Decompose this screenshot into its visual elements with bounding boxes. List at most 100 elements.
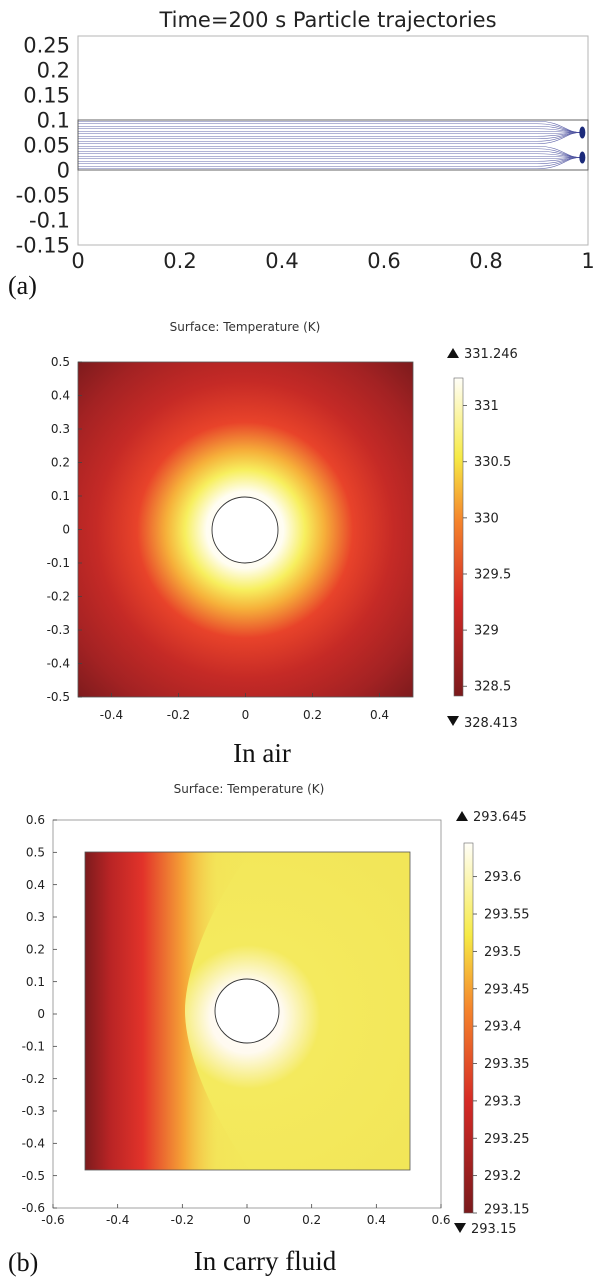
x-tick-label: 0.4 [367,1213,386,1227]
caption-fluid: In carry fluid [194,1246,337,1276]
y-tick-label: 0 [37,1007,45,1021]
y-tick-label: 0.4 [51,389,70,403]
y-tick-label: -0.1 [47,556,70,570]
max-arrow-icon [456,811,468,821]
colorbar: 331.246 331 330.5 330 329.5 329 328.5 328.413 [447,347,518,731]
y-tick-label: 0.4 [26,878,45,892]
y-tick-label: 0.1 [26,975,45,989]
x-tick-label: 0 [243,1213,251,1227]
y-tick-label: -0.6 [22,1201,45,1215]
y-tick-label: 0.3 [26,910,45,924]
colorbar-tick-label: 330 [474,511,499,526]
x-tick-label: 0.2 [303,708,322,722]
x-tick-label: -0.6 [41,1213,64,1227]
colorbar-ticks: 331 330.5 330 329.5 329 328.5 [463,399,511,695]
y-tick-label: 0 [62,523,70,537]
y-tick-label: 0.5 [51,355,70,369]
chart-title: Surface: Temperature (K) [174,782,325,796]
min-arrow-icon [447,716,459,726]
x-tick-label: 0.4 [265,249,298,273]
domain-outline [84,851,411,1171]
y-tick-label: -0.2 [22,1072,45,1086]
colorbar-tick-label: 293.35 [484,1057,530,1072]
colorbar-tick-label: 329.5 [474,567,511,582]
x-tick-label: 0.8 [469,249,502,273]
colorbar-tick-label: 293.15 [484,1203,530,1218]
x-axis: 0 0.2 0.4 0.6 0.8 1 [71,249,594,273]
colorbar-tick-label: 293.2 [484,1169,521,1184]
y-tick-label: 0.05 [23,133,70,157]
particle-cluster [579,126,586,139]
y-tick-label: -0.3 [47,623,70,637]
colorbar-tick-label: 293.55 [484,908,530,923]
colorbar-strip [453,377,464,697]
colorbar-tick-label: 331 [474,399,499,414]
x-tick-label: -0.4 [100,708,123,722]
colorbar-min-label: 293.15 [471,1222,517,1237]
colorbar-tick-label: 293.5 [484,945,521,960]
colorbar-tick-label: 293.3 [484,1094,521,1109]
particle-targets [579,126,586,164]
chart-title: Surface: Temperature (K) [170,320,321,334]
colorbar-tick-label: 330.5 [474,455,511,470]
x-axis: -0.4 -0.2 0 0.2 0.4 [100,693,389,722]
y-tick-label: 0.2 [37,58,70,82]
y-tick-label: 0.3 [51,422,70,436]
x-tick-label: 1 [581,249,594,273]
colorbar-tick-label: 293.25 [484,1132,530,1147]
y-tick-label: -0.4 [22,1137,45,1151]
colorbar-strip [463,842,474,1214]
chart-title: Time=200 s Particle trajectories [158,8,496,32]
y-tick-label: 0.2 [26,943,45,957]
heat-source-circle [214,978,280,1044]
x-tick-label: -0.2 [171,1213,194,1227]
y-tick-label: -0.3 [22,1104,45,1118]
y-tick-label: -0.15 [16,233,70,257]
colorbar-tick-label: 329 [474,624,499,639]
x-axis: -0.6 -0.4 -0.2 0 0.2 0.4 0.6 [41,1204,451,1227]
y-tick-label: 0.5 [26,846,45,860]
y-tick-label: -0.4 [47,657,70,671]
y-tick-label: -0.5 [22,1169,45,1183]
min-arrow-icon [454,1223,466,1233]
colorbar-min-label: 328.413 [464,716,518,731]
y-tick-label: -0.1 [29,208,70,232]
colorbar-tick-label: 293.4 [484,1020,521,1035]
temperature-air-chart: Surface: Temperature (K) 0.5 0.4 0.3 0.2 0.1… [47,320,518,768]
x-tick-label: -0.4 [106,1213,129,1227]
y-tick-label: -0.1 [22,1040,45,1054]
colorbar-tick-label: 293.45 [484,982,530,997]
colorbar-max-label: 331.246 [464,347,518,362]
y-axis: 0.250.20.150.10.050-0.05-0.1-0.15 [16,33,70,257]
plot-frame [77,35,589,246]
x-tick-label: 0.6 [367,249,400,273]
x-tick-label: 0.4 [370,708,389,722]
trajectory-lines [78,120,581,170]
y-tick-label: 0.15 [23,83,70,107]
y-tick-label: 0.2 [51,456,70,470]
y-tick-label: -0.5 [47,690,70,704]
caption-air: In air [233,738,291,768]
colorbar: 293.645 293.6 293.55 293.5 293.45 293.4 293.3… [454,810,530,1237]
y-tick-label: 0 [57,158,70,182]
y-tick-label: -0.05 [16,183,70,207]
panel-b-label: (b) [8,1248,38,1277]
y-axis: 0.5 0.4 0.3 0.2 0.1 0 -0.1 -0.2 -0.3 -0.4 -0.5 [47,355,82,704]
x-tick-label: -0.2 [167,708,190,722]
trajectories-chart: Time=200 s Particle trajectories 0.250.2… [8,8,595,300]
temperature-fluid-chart: Surface: Temperature (K) 0.6 0.5 0.4 0.3 0.2… [8,782,530,1277]
trajectory-line [78,145,581,158]
x-tick-label: 0 [242,708,250,722]
colorbar-tick-label: 293.6 [484,870,521,885]
x-tick-label: 0 [71,249,84,273]
channel-outline [77,119,589,171]
x-tick-label: 0.2 [302,1213,321,1227]
panel-a-label: (a) [8,271,37,300]
colorbar-tick-label: 328.5 [474,680,511,695]
y-tick-label: 0.1 [37,108,70,132]
heat-source-circle [211,496,279,564]
colorbar-max-label: 293.645 [473,810,527,825]
y-tick-label: 0.1 [51,489,70,503]
x-tick-label: 0.6 [431,1213,450,1227]
y-tick-label: -0.2 [47,590,70,604]
